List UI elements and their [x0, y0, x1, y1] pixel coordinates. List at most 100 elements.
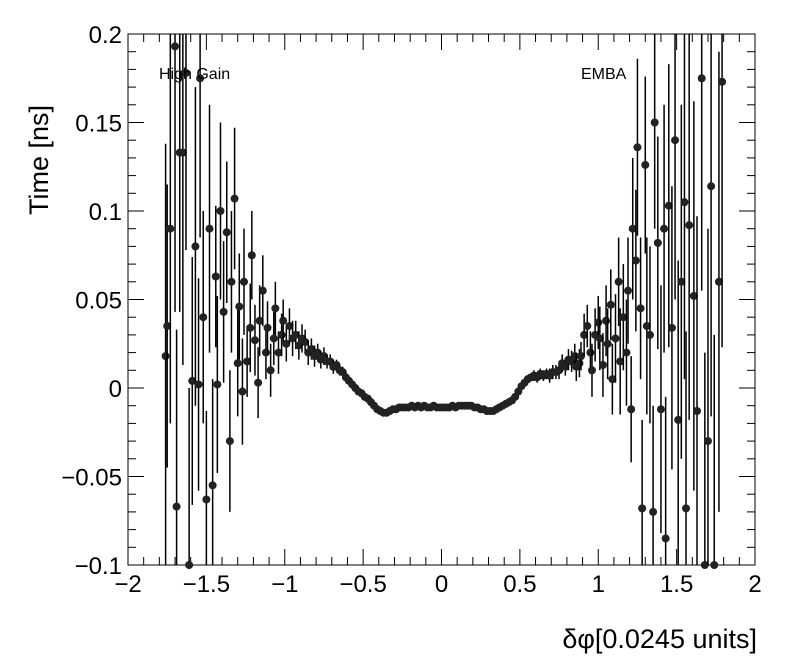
- data-point: [660, 224, 669, 233]
- y-tick-label: −0.05: [61, 465, 122, 492]
- data-point: [235, 302, 244, 311]
- data-point: [178, 148, 187, 157]
- data-point: [583, 322, 592, 331]
- data-point: [602, 316, 611, 325]
- data-point: [703, 437, 712, 446]
- data-point: [191, 242, 200, 251]
- y-tick-labels: −0.1 −0.05 0 0.05 0.1 0.15 0.2: [61, 22, 122, 580]
- data-point: [219, 307, 228, 316]
- data-point: [263, 323, 272, 332]
- y-axis-title: Time [ns]: [24, 105, 54, 215]
- data-point: [575, 359, 584, 368]
- data-point: [693, 407, 702, 416]
- data-point: [594, 318, 603, 327]
- data-point: [661, 534, 670, 543]
- data-point: [642, 322, 651, 331]
- data-point: [254, 378, 263, 387]
- annotation-emba: EMBA: [581, 66, 627, 83]
- data-point: [238, 387, 247, 396]
- data-point: [250, 336, 259, 345]
- x-tick-label: 1.5: [660, 571, 693, 598]
- data-point: [638, 504, 647, 513]
- annotation-high-gain: High Gain: [159, 66, 230, 83]
- data-point: [285, 322, 294, 331]
- data-point: [689, 291, 698, 300]
- data-point: [606, 300, 615, 309]
- data-point: [247, 251, 256, 260]
- data-point: [171, 42, 180, 51]
- y-tick-label: 0.2: [89, 22, 122, 49]
- data-point: [213, 380, 222, 389]
- data-point: [222, 228, 231, 237]
- data-point: [718, 77, 727, 86]
- data-point: [587, 366, 596, 375]
- x-tick-label: −2: [114, 571, 141, 598]
- data-point: [266, 366, 275, 375]
- data-point: [205, 224, 214, 233]
- data-point: [641, 160, 650, 169]
- data-point: [645, 330, 654, 339]
- x-tick-label: 0.5: [503, 571, 536, 598]
- x-tick-labels: −2 −1.5 −1 −0.5 0 0.5 1 1.5 2: [114, 571, 761, 598]
- data-point: [202, 495, 211, 504]
- data-point: [194, 380, 203, 389]
- y-tick-label: 0.15: [75, 111, 122, 138]
- data-point: [269, 334, 278, 343]
- data-point: [301, 337, 310, 346]
- data-point: [279, 316, 288, 325]
- y-tick-label: −0.1: [75, 553, 122, 580]
- data-point: [682, 504, 691, 513]
- data-point: [685, 221, 694, 230]
- data-point: [580, 330, 589, 339]
- data-point: [667, 323, 676, 332]
- data-point: [216, 207, 225, 215]
- data-point: [598, 360, 607, 369]
- data-point: [649, 507, 658, 516]
- data-point: [172, 502, 181, 511]
- data-point: [650, 118, 659, 127]
- y-tick-label: 0.1: [89, 199, 122, 226]
- x-axis-title: δφ[0.0245 units]: [562, 624, 757, 654]
- data-point: [586, 348, 595, 357]
- data-point: [628, 224, 637, 233]
- data-point: [653, 238, 662, 247]
- y-tick-label: 0: [109, 376, 122, 403]
- x-tick-label: −0.5: [339, 571, 386, 598]
- data-point: [243, 357, 252, 366]
- data-points: [161, 34, 727, 569]
- data-point: [631, 256, 640, 265]
- data-point: [282, 339, 291, 348]
- x-tick-label: −1: [271, 571, 298, 598]
- data-point: [707, 182, 716, 191]
- data-point: [166, 224, 175, 233]
- data-point: [255, 316, 264, 325]
- data-point: [697, 74, 706, 83]
- data-point: [561, 362, 570, 371]
- data-point: [307, 345, 316, 354]
- data-point: [163, 322, 172, 331]
- x-tick-label: 2: [748, 571, 761, 598]
- data-point: [185, 561, 194, 569]
- data-point: [614, 277, 623, 286]
- x-tick-label: 0: [435, 571, 448, 598]
- data-point: [246, 323, 255, 332]
- data-point: [671, 136, 680, 145]
- data-point: [680, 198, 689, 207]
- data-point: [656, 405, 665, 414]
- y-tick-label: 0.05: [75, 288, 122, 315]
- data-point: [622, 348, 631, 357]
- data-point: [225, 437, 234, 446]
- data-point: [196, 74, 205, 83]
- data-point: [624, 286, 633, 295]
- data-point: [714, 277, 723, 286]
- data-point: [211, 272, 220, 281]
- data-point: [636, 304, 645, 313]
- data-point: [188, 376, 197, 385]
- data-point: [277, 330, 286, 339]
- data-point: [239, 277, 248, 286]
- data-point: [710, 561, 719, 569]
- data-point: [608, 375, 617, 384]
- data-point: [233, 359, 242, 368]
- data-point: [555, 366, 564, 375]
